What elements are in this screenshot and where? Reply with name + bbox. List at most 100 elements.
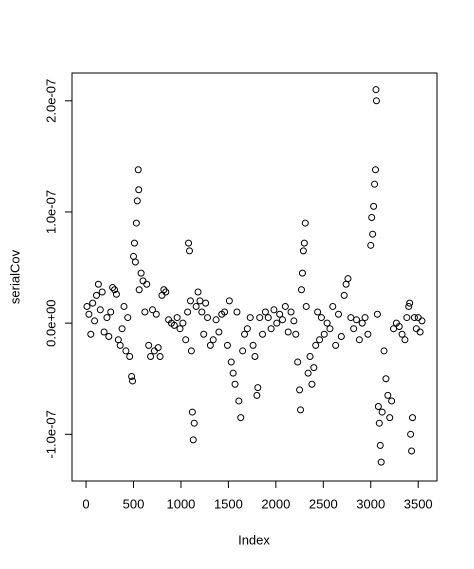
point (107, 308, 115, 316)
point (126, 352, 134, 360)
y-axis-label: serialCov (7, 249, 22, 304)
y-tick-label: 0.0e+00 (43, 299, 58, 346)
point (390, 325, 398, 333)
point (223, 341, 231, 349)
point (129, 377, 137, 385)
point (281, 302, 289, 310)
point (87, 330, 95, 338)
point (372, 97, 380, 105)
point (109, 284, 117, 292)
point (135, 286, 143, 294)
point (372, 166, 380, 174)
point (254, 384, 262, 392)
point (416, 328, 424, 336)
point (298, 269, 306, 277)
point (190, 419, 198, 427)
point (98, 288, 106, 296)
point (111, 286, 119, 294)
point (253, 391, 261, 399)
point (89, 299, 97, 307)
point (182, 336, 190, 344)
point (384, 391, 392, 399)
point (184, 308, 192, 316)
point (301, 219, 309, 227)
point (241, 330, 249, 338)
point (407, 430, 415, 438)
point (186, 297, 194, 305)
point (139, 277, 147, 285)
point (380, 347, 388, 355)
x-tick-label: 1000 (166, 496, 195, 511)
point (130, 239, 138, 247)
point (412, 325, 420, 333)
point (347, 314, 355, 322)
point (194, 288, 202, 296)
point (118, 325, 126, 333)
point (189, 436, 197, 444)
point (284, 328, 292, 336)
point (122, 347, 130, 355)
point (364, 330, 372, 338)
point (368, 214, 376, 222)
point (150, 347, 158, 355)
point (355, 336, 363, 344)
point (156, 352, 164, 360)
point (294, 358, 302, 366)
point (375, 419, 383, 427)
point (372, 86, 380, 94)
point (300, 239, 308, 247)
point (267, 325, 275, 333)
point (326, 325, 334, 333)
point (251, 352, 259, 360)
point (196, 297, 204, 305)
point (369, 230, 377, 238)
point (304, 369, 312, 377)
point (103, 314, 111, 322)
point (204, 314, 212, 322)
point (297, 406, 305, 414)
point (329, 302, 337, 310)
point (185, 239, 193, 247)
point (320, 330, 328, 338)
x-axis-label: Index (238, 532, 270, 547)
point (371, 180, 379, 188)
point (418, 317, 426, 325)
point (353, 316, 361, 324)
point (314, 308, 322, 316)
x-tick-label: 0 (82, 496, 89, 511)
point (185, 247, 193, 255)
point (398, 330, 406, 338)
point (344, 275, 352, 283)
point (132, 219, 140, 227)
point (386, 414, 394, 422)
point (377, 458, 385, 466)
point (187, 347, 195, 355)
point (233, 308, 241, 316)
point (147, 352, 155, 360)
point (256, 314, 264, 322)
point (406, 299, 414, 307)
point (378, 408, 386, 416)
point (225, 297, 233, 305)
point (276, 310, 284, 318)
point (85, 310, 93, 318)
point (215, 328, 223, 336)
point (249, 341, 257, 349)
point (112, 290, 120, 298)
point (176, 325, 184, 333)
point (173, 314, 181, 322)
point (96, 306, 104, 314)
point (133, 197, 141, 205)
plot-frame (71, 72, 438, 482)
point (337, 332, 345, 340)
point (374, 403, 382, 411)
point (206, 341, 214, 349)
point (316, 336, 324, 344)
point (170, 321, 178, 329)
point (401, 336, 409, 344)
point (405, 302, 413, 310)
point (202, 299, 210, 307)
point (408, 447, 416, 455)
x-tick-label: 3500 (404, 496, 433, 511)
